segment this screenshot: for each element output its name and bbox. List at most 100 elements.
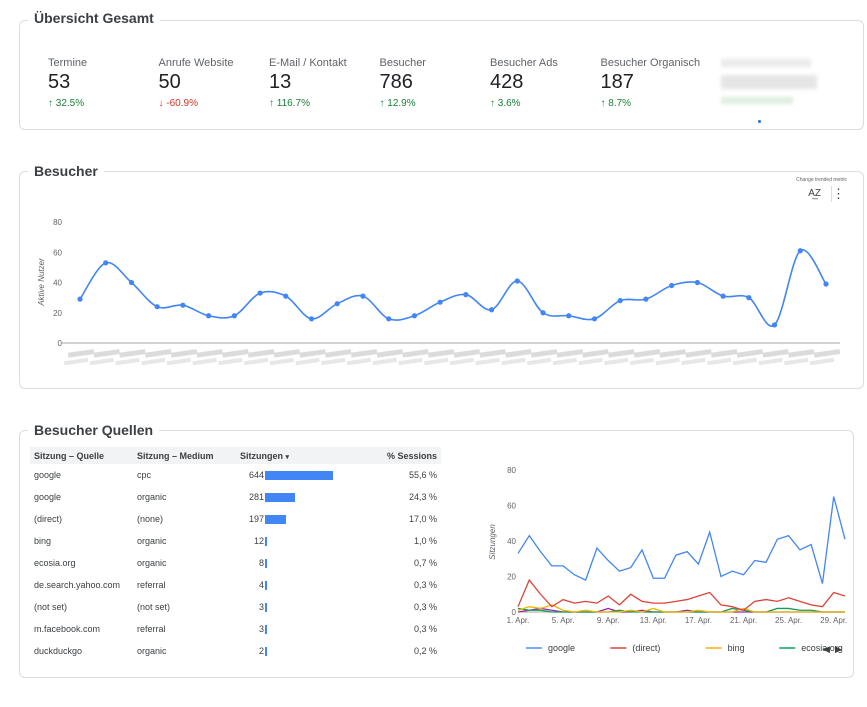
y-tick-label: 60 <box>53 248 62 257</box>
kpi-change-value: 116.7% <box>276 98 310 109</box>
data-point[interactable] <box>206 313 212 319</box>
data-point[interactable] <box>617 298 623 304</box>
data-point[interactable] <box>514 278 520 284</box>
cell-source: bing <box>34 536 52 546</box>
data-point[interactable] <box>720 293 726 299</box>
series-line <box>79 249 827 327</box>
x-tick-blur <box>809 357 835 366</box>
data-point[interactable] <box>488 307 495 313</box>
table-row[interactable]: ecosia.org organic 8 0,7 % <box>30 552 441 574</box>
x-tick-labels-blurred <box>63 349 841 366</box>
legend-item[interactable]: google <box>548 643 575 653</box>
series-line <box>517 604 845 613</box>
x-tick-label: 17. Apr. <box>685 616 712 625</box>
arrow-down-icon: ↓ <box>158 98 167 109</box>
data-point[interactable] <box>257 290 263 296</box>
data-point[interactable] <box>283 293 289 299</box>
table-row[interactable]: (not set) (not set) 3 0,3 % <box>30 596 441 618</box>
data-point[interactable] <box>77 296 83 302</box>
table-row[interactable]: duckduckgo organic 2 0,2 % <box>30 640 441 662</box>
x-tick-label: 21. Apr. <box>730 616 757 625</box>
x-tick-blur <box>736 349 764 358</box>
y-tick-label: 0 <box>58 339 63 348</box>
data-point[interactable] <box>566 313 572 319</box>
series-line <box>517 496 846 584</box>
data-point[interactable] <box>334 301 340 307</box>
legend-item[interactable]: bing <box>728 643 745 653</box>
table-row[interactable]: google organic 281 24,3 % <box>30 486 441 508</box>
cell-pct: 0,7 % <box>413 558 437 568</box>
kpi-blurred <box>722 57 817 104</box>
data-point[interactable] <box>823 281 829 287</box>
series-line <box>517 578 846 611</box>
legend-item[interactable]: (direct) <box>632 643 660 653</box>
table-row[interactable]: bing organic 12 1,0 % <box>30 530 441 552</box>
y-axis-label: Aktive Nutzer <box>37 258 46 307</box>
col-source[interactable]: Sitzung – Quelle <box>30 447 133 464</box>
data-point[interactable] <box>694 279 700 286</box>
data-point[interactable] <box>591 316 598 322</box>
sessions-value: 4 <box>258 580 264 590</box>
x-tick-label: 13. Apr. <box>640 616 667 625</box>
more-vert-icon[interactable]: ⋮ <box>832 186 845 201</box>
cell-sessions: 12 <box>236 530 364 552</box>
kpi-label: Besucher <box>379 57 426 69</box>
sort-az-icon[interactable]: A͢Z <box>808 188 821 199</box>
legend-item[interactable]: ecosia.org <box>801 643 843 653</box>
table-row[interactable]: google cpc 644 55,6 % <box>30 464 441 486</box>
data-point[interactable] <box>463 292 469 298</box>
y-tick-label: 80 <box>507 466 516 475</box>
cell-sessions: 644 <box>236 464 364 486</box>
sort-desc-icon[interactable]: ▾ <box>285 453 290 461</box>
data-point[interactable] <box>154 304 160 310</box>
x-tick-blur <box>552 357 577 366</box>
data-point[interactable] <box>540 310 546 316</box>
data-point[interactable] <box>128 279 135 286</box>
x-tick-blur <box>89 357 114 366</box>
page-indicator-dot[interactable] <box>758 120 761 123</box>
data-point[interactable] <box>308 316 315 322</box>
x-tick-blur <box>706 357 732 366</box>
col-pct[interactable]: % Sessions <box>364 447 441 464</box>
legend-next-icon[interactable]: ▶ <box>835 644 842 654</box>
x-tick-blur <box>350 349 378 358</box>
cell-medium: organic <box>137 536 167 546</box>
x-tick-blur <box>475 357 500 366</box>
data-point[interactable] <box>771 322 778 328</box>
data-point[interactable] <box>231 313 237 319</box>
col-sessions[interactable]: Sitzungen ▾ <box>236 447 364 464</box>
cell-medium: organic <box>137 492 167 502</box>
data-point[interactable] <box>746 295 752 301</box>
x-tick-blur <box>505 349 532 358</box>
data-point[interactable] <box>437 299 443 305</box>
data-point[interactable] <box>360 293 366 299</box>
data-point[interactable] <box>797 248 803 254</box>
x-tick-blur <box>295 357 320 366</box>
kpi-besucher: Besucher 786 ↑ 12.9% <box>380 57 485 109</box>
table-row[interactable]: (direct) (none) 197 17,0 % <box>30 508 441 530</box>
data-point[interactable] <box>386 316 392 322</box>
data-point[interactable] <box>180 302 186 308</box>
data-point[interactable] <box>669 282 675 289</box>
data-point[interactable] <box>103 260 109 266</box>
sessions-value: 644 <box>248 470 264 480</box>
x-tick-blur <box>758 357 783 366</box>
x-tick-blur <box>453 349 481 358</box>
table-header-row: Sitzung – Quelle Sitzung – Medium Sitzun… <box>30 447 441 464</box>
x-tick-blur <box>556 349 584 358</box>
x-tick-blur <box>67 349 95 358</box>
legend-prev-icon[interactable]: ◀ <box>823 644 830 654</box>
x-tick-label: 29. Apr. <box>820 616 847 625</box>
table-row[interactable]: m.facebook.com referral 3 0,3 % <box>30 618 441 640</box>
table-row[interactable]: de.search.yahoo.com referral 4 0,3 % <box>30 574 441 596</box>
kpi-change: ↑ 116.7% <box>269 98 374 109</box>
data-point[interactable] <box>411 313 418 319</box>
data-point[interactable] <box>643 296 649 302</box>
sessions-value: 8 <box>258 558 264 568</box>
x-tick-blur <box>141 357 166 366</box>
y-tick-label: 20 <box>53 309 62 318</box>
col-medium[interactable]: Sitzung – Medium <box>133 447 236 464</box>
cell-medium: referral <box>137 624 166 634</box>
x-tick-blur <box>372 357 397 366</box>
kpi-label: Besucher Ads <box>490 57 558 69</box>
